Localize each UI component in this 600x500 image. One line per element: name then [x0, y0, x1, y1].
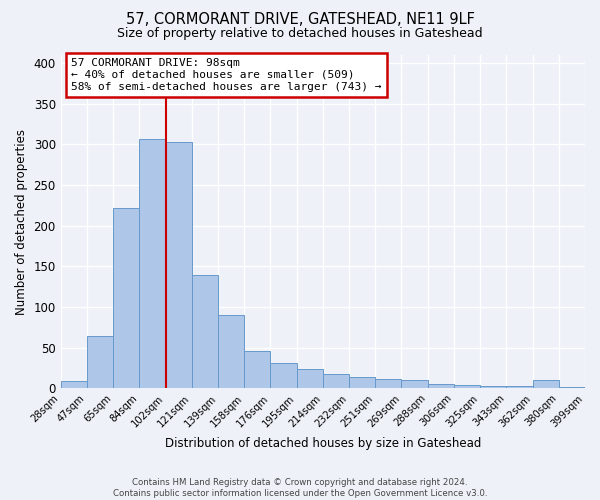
- Bar: [87, 336, 113, 388]
- Text: 57, CORMORANT DRIVE, GATESHEAD, NE11 9LF: 57, CORMORANT DRIVE, GATESHEAD, NE11 9LF: [125, 12, 475, 28]
- Bar: [113, 208, 139, 388]
- Bar: [139, 138, 166, 388]
- Bar: [296, 370, 323, 388]
- Bar: [244, 351, 271, 388]
- Bar: [454, 385, 480, 388]
- Bar: [506, 386, 533, 388]
- Y-axis label: Number of detached properties: Number of detached properties: [15, 128, 28, 314]
- Bar: [192, 275, 218, 388]
- Text: Contains HM Land Registry data © Crown copyright and database right 2024.
Contai: Contains HM Land Registry data © Crown c…: [113, 478, 487, 498]
- X-axis label: Distribution of detached houses by size in Gateshead: Distribution of detached houses by size …: [164, 437, 481, 450]
- Bar: [428, 384, 454, 388]
- Bar: [533, 380, 559, 388]
- Bar: [323, 374, 349, 388]
- Bar: [480, 386, 506, 388]
- Bar: [349, 377, 375, 388]
- Bar: [559, 386, 585, 388]
- Bar: [218, 315, 244, 388]
- Text: Size of property relative to detached houses in Gateshead: Size of property relative to detached ho…: [117, 28, 483, 40]
- Bar: [61, 381, 87, 388]
- Text: 57 CORMORANT DRIVE: 98sqm
← 40% of detached houses are smaller (509)
58% of semi: 57 CORMORANT DRIVE: 98sqm ← 40% of detac…: [71, 58, 382, 92]
- Bar: [271, 363, 296, 388]
- Bar: [375, 379, 401, 388]
- Bar: [166, 142, 192, 388]
- Bar: [401, 380, 428, 388]
